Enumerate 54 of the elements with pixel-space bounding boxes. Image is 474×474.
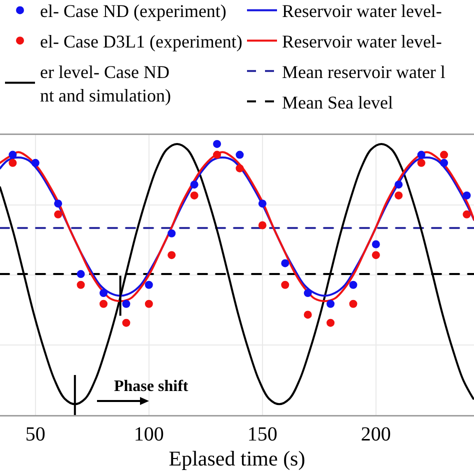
x-tick-label: 100 xyxy=(134,424,164,446)
legend-label: Reservoir water level- xyxy=(282,1,442,22)
point xyxy=(190,191,198,200)
legend-label: el- Case ND (experiment) xyxy=(40,1,226,22)
point xyxy=(144,300,153,308)
point xyxy=(440,150,448,159)
point xyxy=(326,318,335,327)
legend-label: Mean Sea level xyxy=(282,92,393,112)
x-tick-label: 200 xyxy=(360,424,391,446)
point xyxy=(304,289,312,298)
point xyxy=(372,240,380,248)
point xyxy=(190,180,198,189)
legend-label: el- Case D3L1 (experiment) xyxy=(40,32,242,52)
point xyxy=(8,150,17,159)
point xyxy=(100,300,108,308)
point xyxy=(349,280,358,289)
legend-label: Reservoir water level- xyxy=(282,32,442,52)
point xyxy=(440,158,448,167)
point xyxy=(394,191,403,200)
point xyxy=(258,221,266,230)
point xyxy=(168,229,176,238)
annotation: Phase shift xyxy=(114,378,189,395)
point xyxy=(349,300,358,308)
point xyxy=(144,280,153,289)
point xyxy=(213,150,222,159)
x-tick-label: 50 xyxy=(25,424,46,446)
point xyxy=(417,150,426,159)
point xyxy=(281,259,290,268)
point xyxy=(76,270,85,278)
point xyxy=(417,158,426,167)
point xyxy=(236,150,244,159)
point xyxy=(304,310,312,319)
point xyxy=(31,158,40,167)
point xyxy=(54,200,62,208)
point xyxy=(462,210,471,218)
x-tick-label: 150 xyxy=(247,424,278,446)
point xyxy=(326,300,335,308)
point xyxy=(76,280,85,289)
point xyxy=(8,158,17,167)
point xyxy=(236,164,244,172)
point xyxy=(168,251,176,260)
legend-label: Mean reservoir water l xyxy=(282,62,446,82)
point xyxy=(100,289,108,298)
point xyxy=(462,191,471,200)
point xyxy=(394,180,403,189)
point xyxy=(54,210,62,218)
point xyxy=(122,318,130,327)
point xyxy=(213,140,222,148)
point xyxy=(372,251,380,260)
x-axis-title: Eplased time (s) xyxy=(168,446,306,470)
point xyxy=(258,200,266,208)
point xyxy=(281,280,290,289)
legend-label: er level- Case ND nt and simulation) xyxy=(40,62,171,106)
point xyxy=(122,300,130,308)
